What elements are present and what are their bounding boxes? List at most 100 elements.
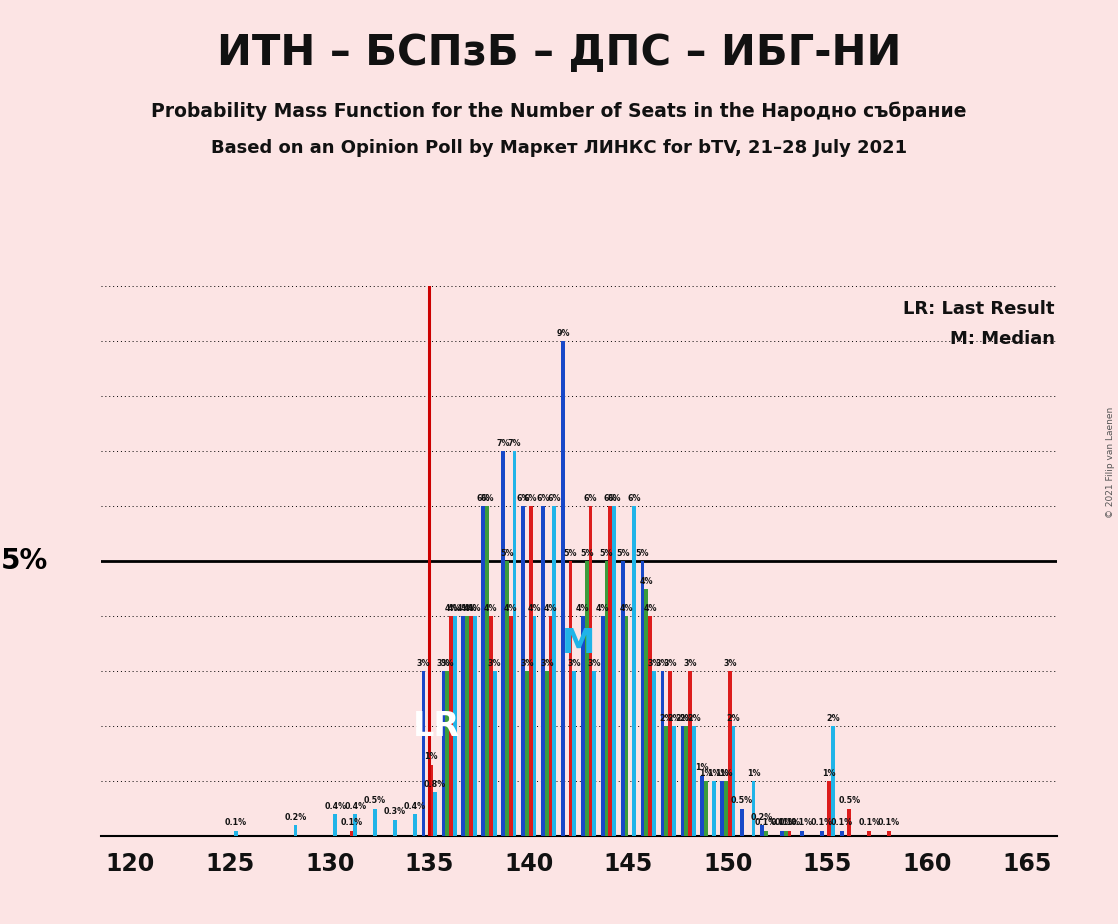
Text: 6%: 6% bbox=[481, 494, 494, 503]
Bar bbox=[840, 831, 844, 836]
Bar bbox=[532, 616, 537, 836]
Bar bbox=[760, 825, 764, 836]
Text: 4%: 4% bbox=[444, 604, 457, 613]
Bar bbox=[712, 782, 716, 836]
Text: 4%: 4% bbox=[448, 604, 462, 613]
Text: 3%: 3% bbox=[487, 659, 501, 668]
Text: 3%: 3% bbox=[440, 659, 454, 668]
Text: 6%: 6% bbox=[537, 494, 550, 503]
Bar bbox=[552, 506, 557, 836]
Bar bbox=[465, 616, 470, 836]
Bar bbox=[442, 671, 445, 836]
Bar bbox=[394, 820, 397, 836]
Text: 4%: 4% bbox=[639, 577, 653, 586]
Bar bbox=[652, 671, 656, 836]
Text: 1%: 1% bbox=[716, 769, 729, 778]
Bar bbox=[684, 726, 688, 836]
Text: 2%: 2% bbox=[680, 714, 693, 723]
Text: 5%: 5% bbox=[563, 549, 577, 558]
Bar bbox=[827, 782, 832, 836]
Text: Based on an Opinion Poll by Маркет ЛИНКС for bTV, 21–28 July 2021: Based on an Opinion Poll by Маркет ЛИНКС… bbox=[211, 139, 907, 156]
Bar bbox=[819, 831, 824, 836]
Bar bbox=[544, 671, 549, 836]
Text: 2%: 2% bbox=[675, 714, 689, 723]
Text: 3%: 3% bbox=[647, 659, 661, 668]
Text: 4%: 4% bbox=[468, 604, 482, 613]
Bar bbox=[449, 616, 453, 836]
Text: 4%: 4% bbox=[619, 604, 633, 613]
Bar bbox=[613, 506, 616, 836]
Bar bbox=[350, 831, 353, 836]
Bar bbox=[470, 616, 473, 836]
Text: 7%: 7% bbox=[508, 439, 521, 448]
Text: 1%: 1% bbox=[747, 769, 760, 778]
Text: 2%: 2% bbox=[727, 714, 740, 723]
Bar bbox=[561, 342, 565, 836]
Bar bbox=[234, 831, 238, 836]
Text: 0.4%: 0.4% bbox=[344, 802, 367, 811]
Text: 3%: 3% bbox=[417, 659, 430, 668]
Bar bbox=[493, 671, 496, 836]
Bar bbox=[572, 671, 576, 836]
Text: 0.1%: 0.1% bbox=[831, 819, 853, 827]
Bar bbox=[413, 814, 417, 836]
Text: 5%: 5% bbox=[580, 549, 594, 558]
Bar bbox=[333, 814, 338, 836]
Bar bbox=[445, 671, 449, 836]
Bar bbox=[625, 616, 628, 836]
Bar bbox=[549, 616, 552, 836]
Bar bbox=[529, 506, 532, 836]
Bar bbox=[672, 726, 675, 836]
Text: 6%: 6% bbox=[584, 494, 597, 503]
Text: LR: LR bbox=[413, 710, 459, 743]
Text: M: M bbox=[562, 627, 595, 661]
Text: 4%: 4% bbox=[543, 604, 558, 613]
Bar bbox=[513, 452, 517, 836]
Text: 1%: 1% bbox=[719, 769, 732, 778]
Text: 5%: 5% bbox=[616, 549, 629, 558]
Text: 4%: 4% bbox=[576, 604, 589, 613]
Bar bbox=[724, 782, 728, 836]
Bar bbox=[644, 589, 648, 836]
Text: 0.1%: 0.1% bbox=[755, 819, 777, 827]
Bar bbox=[588, 506, 593, 836]
Text: 1%: 1% bbox=[425, 752, 438, 761]
Text: 6%: 6% bbox=[524, 494, 538, 503]
Text: ИТН – БСПзБ – ДПС – ИБГ-НИ: ИТН – БСПзБ – ДПС – ИБГ-НИ bbox=[217, 32, 901, 74]
Text: 3%: 3% bbox=[568, 659, 581, 668]
Text: 7%: 7% bbox=[496, 439, 510, 448]
Text: 0.5%: 0.5% bbox=[731, 796, 754, 806]
Text: M: Median: M: Median bbox=[949, 331, 1054, 348]
Bar bbox=[353, 814, 357, 836]
Bar bbox=[780, 831, 784, 836]
Text: 6%: 6% bbox=[607, 494, 620, 503]
Bar bbox=[600, 616, 605, 836]
Text: 5%: 5% bbox=[500, 549, 514, 558]
Bar bbox=[569, 562, 572, 836]
Text: 0.4%: 0.4% bbox=[324, 802, 347, 811]
Text: 6%: 6% bbox=[604, 494, 617, 503]
Text: 6%: 6% bbox=[476, 494, 490, 503]
Text: 4%: 4% bbox=[596, 604, 609, 613]
Text: 0.2%: 0.2% bbox=[751, 813, 774, 822]
Text: 3%: 3% bbox=[683, 659, 697, 668]
Text: 4%: 4% bbox=[456, 604, 470, 613]
Text: LR: Last Result: LR: Last Result bbox=[903, 300, 1054, 318]
Bar bbox=[788, 831, 792, 836]
Text: 6%: 6% bbox=[548, 494, 561, 503]
Bar bbox=[489, 616, 493, 836]
Bar bbox=[731, 726, 736, 836]
Text: 0.1%: 0.1% bbox=[811, 819, 833, 827]
Text: 3%: 3% bbox=[587, 659, 601, 668]
Text: 4%: 4% bbox=[504, 604, 518, 613]
Bar bbox=[888, 831, 891, 836]
Text: 0.3%: 0.3% bbox=[383, 808, 406, 817]
Text: 2%: 2% bbox=[660, 714, 673, 723]
Text: 2%: 2% bbox=[686, 714, 701, 723]
Bar bbox=[605, 562, 608, 836]
Text: 0.1%: 0.1% bbox=[225, 819, 247, 827]
Text: 3%: 3% bbox=[540, 659, 553, 668]
Text: 0.1%: 0.1% bbox=[771, 819, 793, 827]
Bar bbox=[593, 671, 596, 836]
Bar bbox=[648, 616, 652, 836]
